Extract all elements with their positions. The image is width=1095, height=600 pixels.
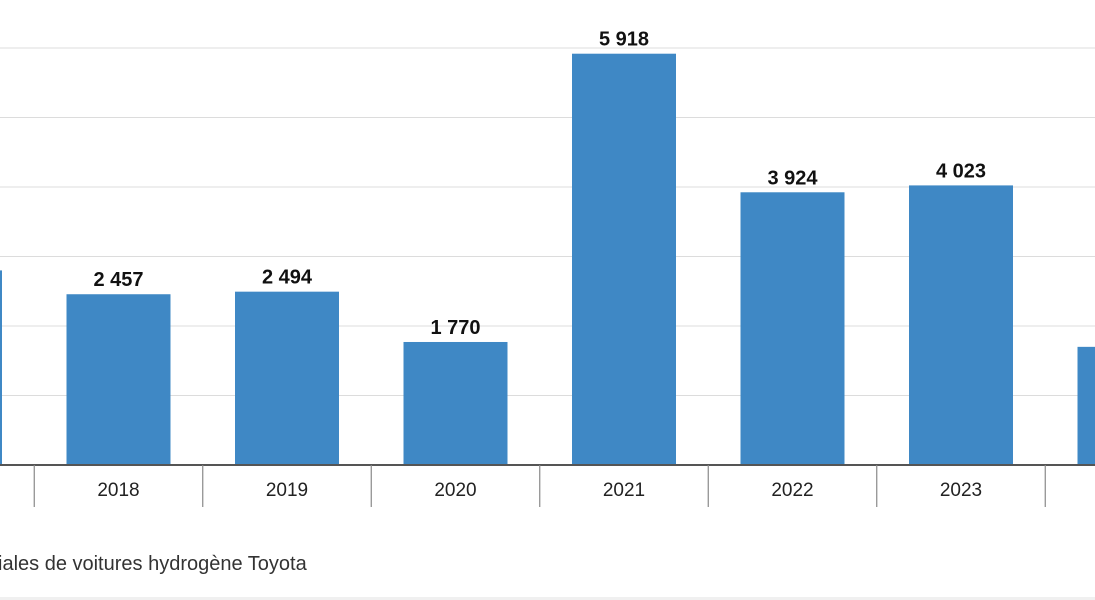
tick-label-2019: 2019 (266, 480, 308, 501)
value-label-2021: 5 918 (599, 29, 649, 51)
tick-label-2023: 2023 (940, 480, 982, 501)
value-label-2019: 2 494 (262, 267, 313, 289)
value-label-2022: 3 924 (767, 167, 818, 189)
chart-caption: iales de voitures hydrogène Toyota (0, 553, 307, 575)
bar-2020 (403, 341, 508, 465)
value-label-2023: 4 023 (936, 160, 986, 182)
tick-label-2020: 2020 (434, 480, 476, 501)
bar-2018 (66, 294, 171, 465)
bar-2023 (909, 185, 1013, 466)
bar-2017 (0, 270, 2, 465)
bar-2021 (572, 53, 676, 465)
caption-area (0, 520, 1095, 600)
tick-label-2022: 2022 (771, 480, 813, 501)
value-label-2020: 1 770 (430, 317, 480, 339)
bar-chart: 2 457 2 494 1 770 5 918 3 924 4 023 2018 2019 20… (0, 29, 1095, 507)
tick-label-2021: 2021 (603, 480, 645, 501)
bar-2019 (235, 291, 339, 465)
value-label-2018: 2 457 (93, 269, 143, 291)
divider (0, 597, 1095, 600)
bar-2024 (1077, 346, 1095, 465)
bar-2022 (740, 192, 845, 466)
tick-label-2018: 2018 (97, 480, 139, 501)
